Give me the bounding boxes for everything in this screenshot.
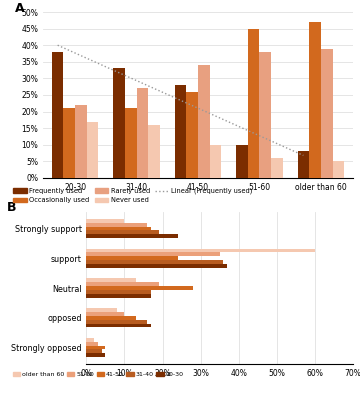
Bar (175, 85, 186, 178)
Legend: older than 60, 51-60, 41-50, 31-40, 20-30: older than 60, 51-60, 41-50, 31-40, 20-3… (10, 369, 186, 380)
Bar (86, 338, 94, 342)
Bar (86, 223, 147, 227)
Bar (125, 108, 136, 178)
Bar (271, 158, 283, 178)
Text: B: B (6, 201, 16, 214)
Bar (86, 320, 147, 324)
Bar (86, 286, 193, 290)
Bar (86, 282, 159, 286)
Bar (260, 52, 271, 178)
Bar (86, 227, 151, 230)
Bar (297, 152, 309, 178)
Bar (86, 312, 125, 316)
Bar (86, 346, 105, 349)
Bar (52, 52, 63, 178)
Bar (86, 294, 151, 298)
Bar (86, 324, 151, 327)
Bar (86, 290, 151, 294)
Text: A: A (15, 2, 25, 15)
Bar (86, 249, 315, 252)
Bar (148, 125, 160, 178)
Bar (86, 353, 105, 357)
Bar (86, 234, 178, 238)
Bar (86, 349, 102, 353)
Bar (186, 92, 198, 178)
Bar (236, 145, 248, 178)
Bar (86, 256, 178, 260)
Bar (248, 29, 260, 178)
Bar (86, 264, 227, 268)
Bar (86, 342, 98, 346)
Bar (321, 48, 333, 178)
Bar (86, 230, 159, 234)
Bar (309, 22, 321, 178)
Bar (136, 88, 148, 178)
Bar (86, 252, 220, 256)
Bar (87, 122, 99, 178)
Bar (75, 105, 87, 178)
Bar (86, 316, 136, 320)
Bar (86, 308, 117, 312)
Bar (198, 65, 210, 178)
Bar (210, 145, 221, 178)
Bar (113, 68, 125, 178)
Bar (63, 108, 75, 178)
Legend: Frequently used, Occasionally used, Rarely used, Never used, Linear (Frequently : Frequently used, Occasionally used, Rare… (10, 185, 255, 206)
Bar (86, 260, 224, 264)
Bar (86, 219, 125, 223)
Bar (333, 161, 344, 178)
Bar (86, 278, 136, 282)
